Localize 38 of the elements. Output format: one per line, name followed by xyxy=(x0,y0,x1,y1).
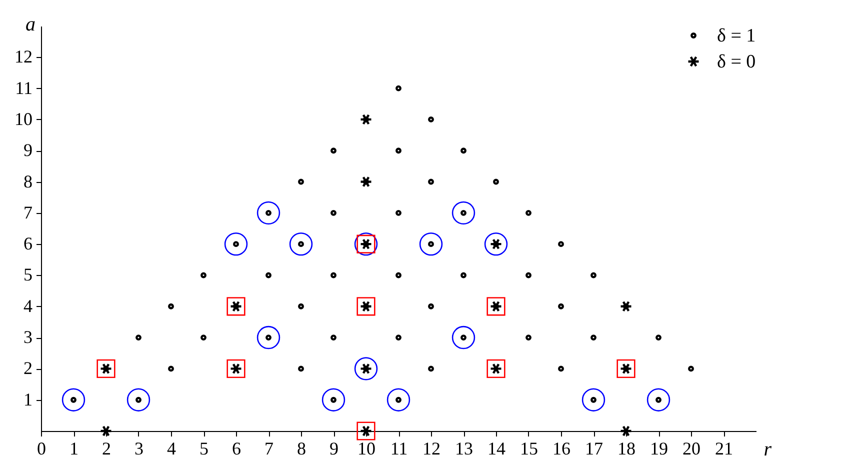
x-tick-label: 4 xyxy=(167,438,176,458)
x-tick-label: 20 xyxy=(682,438,700,458)
x-tick-label: 0 xyxy=(37,438,46,458)
x-tick-label: 6 xyxy=(232,438,241,458)
x-tick-label: 8 xyxy=(297,438,306,458)
x-tick-label: 13 xyxy=(455,438,473,458)
y-tick-label: 1 xyxy=(24,389,32,410)
y-tick-label: 10 xyxy=(14,108,32,129)
x-tick-label: 17 xyxy=(585,438,603,458)
x-tick-label: 5 xyxy=(200,438,208,458)
y-tick-label: 12 xyxy=(14,46,32,67)
x-tick-label: 12 xyxy=(422,438,440,458)
legend-label: δ = 0 xyxy=(717,52,756,72)
y-tick-label: 6 xyxy=(24,234,32,254)
y-tick-label: 9 xyxy=(24,140,32,160)
x-tick-label: 14 xyxy=(488,438,506,458)
x-tick-label: 11 xyxy=(390,438,408,458)
x-tick-label: 19 xyxy=(650,438,668,458)
y-tick-label: 4 xyxy=(24,296,32,316)
x-tick-label: 18 xyxy=(618,438,636,458)
y-tick-label: 8 xyxy=(24,171,32,192)
x-tick-label: 21 xyxy=(715,438,733,458)
y-tick-label: 3 xyxy=(24,327,32,348)
x-tick-label: 3 xyxy=(134,438,144,458)
x-tick-label: 7 xyxy=(264,438,274,458)
y-tick-label: 11 xyxy=(15,78,32,98)
x-tick-label: 1 xyxy=(70,438,78,458)
y-tick-label: 5 xyxy=(24,264,32,285)
x-tick-label: 16 xyxy=(552,438,570,458)
x-tick-label: 15 xyxy=(520,438,538,458)
x-tick-label: 10 xyxy=(358,438,376,458)
y-axis-title: a xyxy=(26,14,36,36)
x-tick-label: 2 xyxy=(102,438,111,458)
y-tick-label: 7 xyxy=(24,202,32,222)
x-tick-label: 9 xyxy=(330,438,338,458)
y-tick-label: 2 xyxy=(24,358,32,378)
legend-label: δ = 1 xyxy=(717,26,756,46)
x-axis-title: r xyxy=(764,438,772,460)
